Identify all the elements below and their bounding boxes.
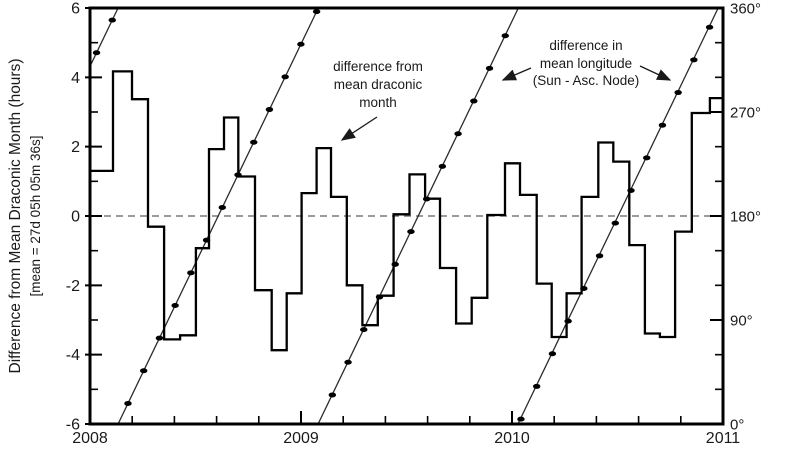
annotation-text-line: mean draconic	[333, 77, 423, 92]
longitude-dot	[218, 205, 226, 211]
longitude-dot	[265, 107, 274, 113]
longitude-dot	[124, 400, 132, 406]
x-axis-tick-label: 2009	[283, 430, 319, 447]
y-right-tick-label: 180°	[730, 209, 761, 226]
longitude-dot	[595, 253, 604, 259]
y-left-tick-label: 0	[71, 209, 80, 226]
annotation-draconic-month: difference from mean draconic month	[296, 58, 460, 112]
longitude-line	[89, 7, 119, 67]
longitude-dot	[501, 33, 509, 39]
y-right-tick-label: 360°	[730, 1, 761, 18]
longitude-line	[317, 7, 519, 425]
longitude-dot	[391, 261, 399, 267]
annotation-text-line: month	[359, 95, 397, 110]
longitude-dot	[454, 131, 462, 137]
longitude-dot	[375, 294, 384, 300]
longitude-dot	[470, 98, 478, 104]
annotation-text-line: difference in	[549, 38, 623, 53]
longitude-dot	[155, 335, 164, 341]
longitude-dot	[297, 41, 305, 47]
longitude-dot	[627, 188, 635, 194]
longitude-dot	[485, 65, 494, 71]
longitude-dot	[139, 368, 148, 374]
longitude-dot	[690, 57, 698, 63]
y-left-tick-label: 4	[71, 70, 80, 87]
x-axis-tick-label: 2008	[72, 430, 108, 447]
longitude-dot	[422, 196, 431, 202]
y-left-tick-label: -4	[66, 347, 80, 364]
longitude-dot	[643, 155, 651, 161]
longitude-dot	[517, 416, 525, 422]
y-right-tick-label: 0°	[730, 417, 744, 434]
longitude-dot	[658, 122, 667, 128]
left-axis-title: Difference from Mean Draconic Month (hou…	[7, 58, 24, 373]
longitude-dot	[674, 90, 682, 96]
annotation-arrow	[639, 65, 672, 81]
longitude-dot	[328, 392, 337, 398]
longitude-dot	[92, 50, 101, 56]
annotation-text-line: (Sun - Asc. Node)	[532, 73, 640, 88]
longitude-dot	[250, 139, 258, 145]
x-axis-tick-label: 2011	[706, 430, 741, 447]
y-left-tick-label: -2	[66, 278, 80, 295]
longitude-dot	[281, 74, 289, 80]
longitude-dot	[438, 163, 447, 169]
annotation-arrow	[501, 67, 532, 81]
x-axis-tick-label: 2010	[494, 430, 530, 447]
y-left-tick-label: -6	[66, 417, 80, 434]
longitude-dot	[580, 285, 588, 291]
annotation-arrow	[340, 116, 378, 141]
longitude-dot	[360, 327, 368, 333]
longitude-dot	[234, 172, 242, 178]
y-right-tick-label: 90°	[730, 313, 753, 330]
annotation-mean-longitude: difference in mean longitude (Sun - Asc.…	[501, 37, 671, 90]
longitude-dot	[564, 318, 572, 324]
annotation-text-line: difference from	[333, 59, 423, 74]
longitude-dot	[705, 24, 714, 30]
longitude-dot	[187, 270, 195, 276]
longitude-dot	[171, 302, 179, 308]
longitude-dot	[407, 229, 415, 235]
left-axis-subtitle: [mean = 27d 05h 05m 36s]	[28, 136, 43, 297]
annotation-text-line: mean longitude	[539, 55, 633, 71]
longitude-dot	[611, 220, 619, 226]
step-series-path	[90, 70, 723, 352]
longitude-dot	[548, 351, 557, 357]
longitude-dot	[202, 237, 211, 243]
y-left-tick-label: 6	[71, 1, 80, 18]
y-right-tick-label: 270°	[730, 105, 761, 122]
longitude-dot	[532, 383, 541, 389]
longitude-dot	[312, 9, 321, 15]
longitude-dot	[108, 17, 116, 23]
longitude-dot	[344, 359, 352, 365]
y-left-tick-label: 2	[71, 139, 80, 156]
